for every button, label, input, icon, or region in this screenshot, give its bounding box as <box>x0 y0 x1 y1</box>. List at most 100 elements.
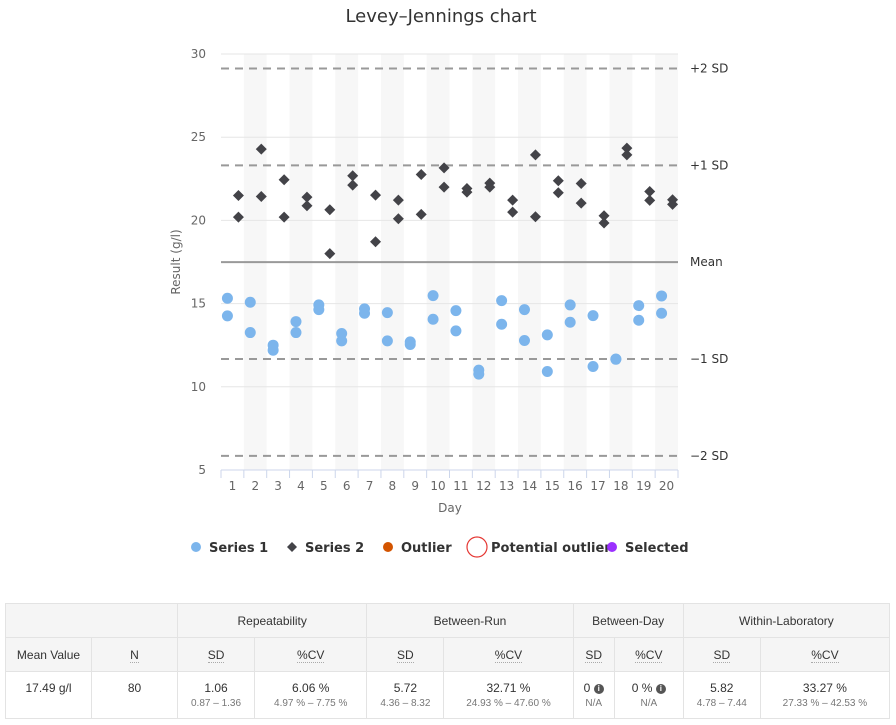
series-2-point <box>347 179 359 191</box>
y-tick-label: 15 <box>191 297 206 311</box>
n-value: 80 <box>127 681 142 695</box>
group-within-lab: Within-Laboratory <box>682 603 891 638</box>
series-1-point <box>427 290 439 302</box>
x-tick-label: 14 <box>522 479 537 493</box>
x-tick-label: 18 <box>613 479 628 493</box>
series-1-point <box>221 292 233 304</box>
series-1-point <box>244 327 256 339</box>
header-br-sd[interactable]: SD <box>397 647 414 663</box>
br-sd: 5.72 <box>393 681 418 695</box>
y-tick-label: 5 <box>198 463 206 477</box>
series-1-point <box>381 335 393 347</box>
x-tick-label: 20 <box>659 479 674 493</box>
header-mean: Mean Value <box>16 647 81 662</box>
series-1-point <box>587 310 599 322</box>
series-2-point <box>278 211 290 223</box>
br-cv: 32.71 % <box>486 681 531 695</box>
y-tick-label: 20 <box>191 213 206 227</box>
header-bd-sd[interactable]: SD <box>585 647 603 663</box>
series-2-point <box>529 149 541 161</box>
series-2-point <box>667 198 679 210</box>
series-1-point <box>450 305 462 317</box>
header-br-cv[interactable]: %CV <box>494 647 523 663</box>
series-2-point <box>278 174 290 186</box>
header-rep-sd[interactable]: SD <box>207 647 225 663</box>
legend-marker-4 <box>607 542 617 552</box>
header-rep-cv[interactable]: %CV <box>297 647 325 663</box>
legend-item-outlier[interactable]: Outlier <box>401 541 452 556</box>
x-tick-label: 19 <box>636 479 651 493</box>
series-1-point <box>359 307 371 319</box>
x-tick-label: 4 <box>297 479 305 493</box>
rep-cv-ci: 4.97 % – 7.75 % <box>274 698 348 709</box>
x-tick-label: 12 <box>476 479 491 493</box>
series-1-point <box>450 325 462 337</box>
x-tick-label: 5 <box>320 479 328 493</box>
x-tick-label: 13 <box>499 479 514 493</box>
reference-label: −1 SD <box>690 352 728 366</box>
bd-sd: 0 <box>583 681 591 695</box>
series-2-point <box>324 204 336 216</box>
series-1-point <box>518 335 530 347</box>
rep-sd-ci: 0.87 – 1.36 <box>191 698 242 709</box>
series-1-point <box>496 295 508 307</box>
x-tick-label: 3 <box>274 479 282 493</box>
series-2-point <box>370 236 382 248</box>
x-tick-label: 16 <box>568 479 583 493</box>
header-wl-sd[interactable]: SD <box>713 647 731 663</box>
series-2-point <box>621 149 633 161</box>
series-1-point <box>473 368 485 380</box>
series-2-point <box>232 189 244 201</box>
x-tick-label: 6 <box>343 479 351 493</box>
legend-item-selected[interactable]: Selected <box>625 541 689 556</box>
series-2-point <box>461 186 473 198</box>
series-1-point <box>656 307 668 319</box>
wl-sd-ci: 4.78 – 7.44 <box>696 698 747 709</box>
series-2-point <box>484 181 496 193</box>
wl-cv: 33.27 % <box>802 681 847 695</box>
legend-marker-1 <box>287 542 297 552</box>
series-2-point <box>415 168 427 180</box>
header-n[interactable]: N <box>130 647 139 663</box>
group-repeatability: Repeatability <box>176 603 368 638</box>
x-tick-label: 8 <box>389 479 397 493</box>
series-2-point <box>575 197 587 209</box>
legend-item-series-1[interactable]: Series 1 <box>209 541 268 556</box>
series-1-point <box>313 304 325 316</box>
y-tick-label: 10 <box>191 380 206 394</box>
series-1-point <box>633 300 645 312</box>
series-1-point <box>633 314 645 326</box>
y-tick-label: 30 <box>191 47 206 61</box>
series-2-point <box>347 170 359 182</box>
legend-item-potential-outlier[interactable]: Potential outlier <box>491 541 611 556</box>
series-2-point <box>324 248 336 260</box>
bd-sd-ci: N/A <box>585 698 603 709</box>
series-1-point <box>290 327 302 339</box>
info-icon[interactable]: i <box>593 684 604 694</box>
header-bd-cv[interactable]: %CV <box>635 647 663 663</box>
y-tick-label: 25 <box>191 130 206 144</box>
series-2-point <box>392 194 404 206</box>
br-sd-ci: 4.36 – 8.32 <box>380 698 431 709</box>
series-2-point <box>575 177 587 189</box>
header-wl-cv[interactable]: %CV <box>811 647 839 663</box>
series-2-point <box>507 194 519 206</box>
info-icon[interactable]: i <box>655 684 666 694</box>
reference-label: Mean <box>690 255 723 269</box>
series-1-point <box>541 329 553 341</box>
legend-item-series-2[interactable]: Series 2 <box>305 541 364 556</box>
wl-cv-ci: 27.33 % – 42.53 % <box>782 698 868 709</box>
x-tick-label: 11 <box>453 479 468 493</box>
series-2-point <box>552 187 564 199</box>
x-tick-label: 15 <box>545 479 560 493</box>
series-2-point <box>598 217 610 229</box>
chart-title: Levey–Jennings chart <box>345 6 536 27</box>
group-between-day: Between-Day <box>572 603 684 638</box>
series-1-point <box>221 310 233 322</box>
series-2-point <box>621 142 633 154</box>
table-row: 17.49 g/l 80 1.06 0.87 – 1.36 6.06 % 4.97 … <box>5 671 891 719</box>
legend-marker-3 <box>466 536 488 558</box>
series-1-point <box>564 316 576 328</box>
series-1-point <box>564 299 576 311</box>
x-tick-label: 10 <box>430 479 445 493</box>
